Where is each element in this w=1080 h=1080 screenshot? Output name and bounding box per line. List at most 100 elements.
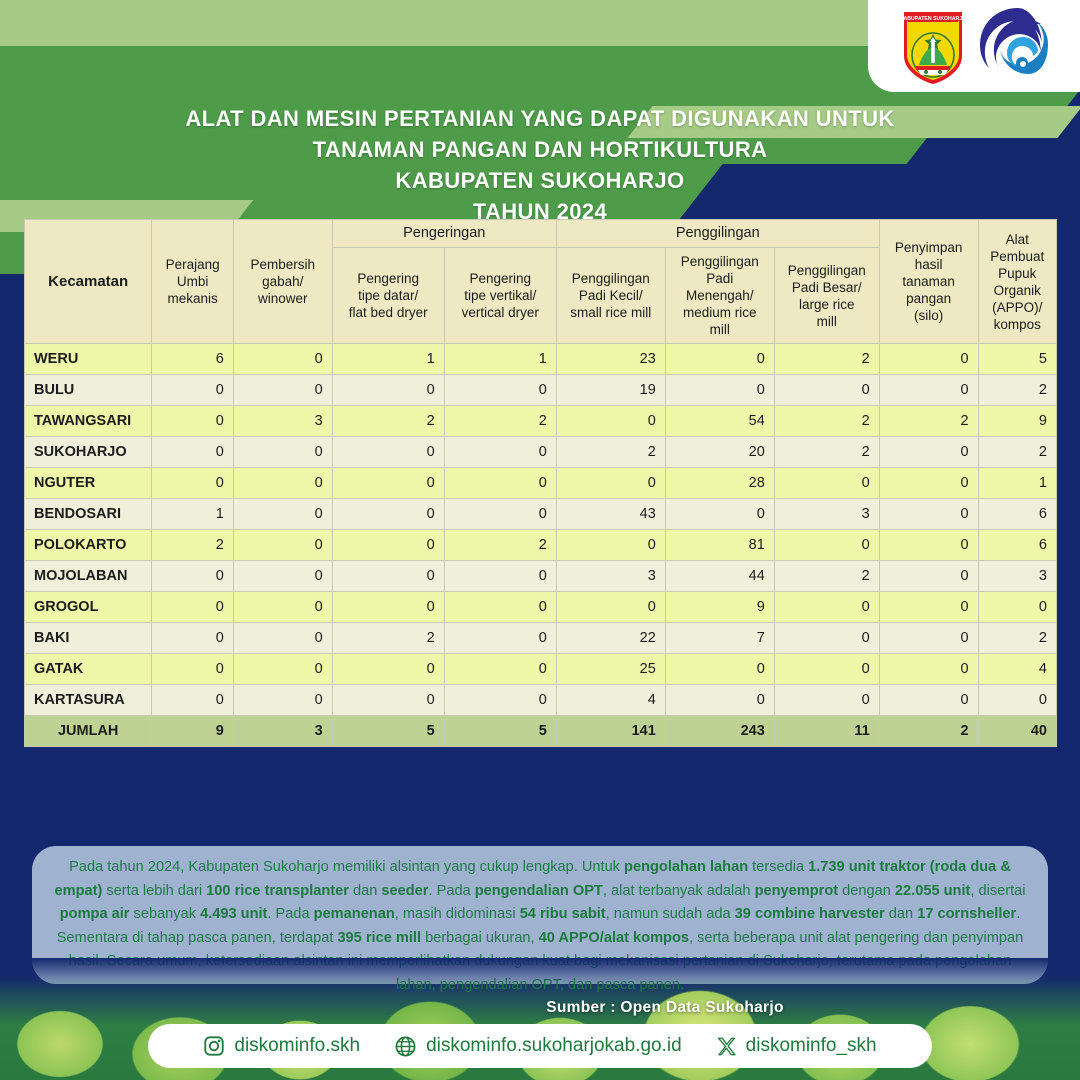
- cell-value: 0: [878, 529, 979, 561]
- narrative-text: . Pada: [267, 906, 314, 922]
- row-kecamatan-name: BAKI: [23, 622, 153, 654]
- narrative-text: , alat terbanyak adalah: [602, 882, 755, 899]
- cell-value: 2: [977, 374, 1058, 406]
- cell-value: 0: [878, 653, 979, 685]
- table-row: TAWANGSARI 0 3 2 2 0 54 2 2 9: [23, 405, 1058, 437]
- narrative-highlight: 54 ribu sabit: [519, 906, 606, 922]
- cell-value: 0: [878, 343, 979, 375]
- cell-value: 0: [878, 374, 979, 406]
- col-pembersih-line-2: gabah/: [262, 274, 304, 289]
- cell-value: 0: [232, 498, 333, 530]
- col-pg-besar-line-4: mill: [816, 313, 837, 329]
- narrative-highlight: 4.493 unit: [200, 906, 268, 922]
- cell-value: 9: [977, 405, 1058, 437]
- cell-value: 0: [555, 529, 666, 561]
- title-line-3: KABUPATEN SUKOHARJO: [395, 168, 685, 193]
- cell-value: 0: [151, 653, 234, 685]
- row-kecamatan-name: GROGOL: [23, 591, 153, 623]
- col-appo-line-3: Pupuk: [998, 265, 1037, 281]
- cell-value: 0: [664, 684, 775, 716]
- cell-value: 2: [151, 529, 234, 561]
- col-pengering-datar: Pengering tipe datar/ flat bed dryer: [331, 247, 445, 344]
- narrative-highlight: 39 combine harvester: [734, 906, 885, 922]
- table-row: POLOKARTO 2 0 0 2 0 81 0 0 6: [23, 529, 1058, 561]
- row-kecamatan-name: BENDOSARI: [23, 498, 153, 530]
- col-appo-line-1: Alat: [1005, 231, 1029, 247]
- cell-value: 0: [443, 591, 557, 623]
- cell-value: 2: [773, 436, 880, 468]
- cell-value: 0: [443, 436, 557, 468]
- narrative-text: dengan: [838, 882, 895, 899]
- cell-value: 0: [331, 591, 445, 623]
- table-row: BULU 0 0 0 0 19 0 0 0 2: [23, 374, 1058, 406]
- cell-value: 0: [977, 684, 1058, 716]
- col-perajang-umbi: Perajang Umbi mekanis: [151, 219, 234, 344]
- col-pg-menengah-line-4: medium rice: [683, 305, 757, 320]
- cell-value: 0: [443, 560, 557, 592]
- col-penggilingan-besar: Penggilingan Padi Besar/ large rice mill: [773, 247, 880, 344]
- col-perajang-line-3: mekanis: [167, 291, 218, 306]
- col-pengering-datar-line-3: flat bed dryer: [348, 305, 428, 320]
- col-kecamatan: Kecamatan: [23, 219, 153, 344]
- cell-value: 0: [773, 529, 880, 561]
- handle-instagram[interactable]: diskominfo.skh: [203, 1035, 360, 1057]
- narrative-highlight: pengolahan lahan: [624, 859, 749, 875]
- cell-value: 3: [773, 498, 880, 530]
- col-penggilingan-menengah: Penggilingan Padi Menengah/ medium rice …: [664, 247, 775, 344]
- col-penyimpan-line-2: hasil: [914, 257, 943, 272]
- col-pg-menengah-line-2: Padi: [706, 271, 734, 286]
- cell-value: 0: [151, 684, 234, 716]
- cell-value: 3: [232, 405, 333, 437]
- col-pg-kecil-line-1: Penggilingan: [571, 271, 650, 286]
- cell-value: 22: [555, 622, 666, 654]
- cell-value: 0: [664, 653, 775, 685]
- cell-value: 0: [331, 653, 445, 685]
- row-kecamatan-name: KARTASURA: [23, 684, 153, 716]
- narrative-text: dan: [348, 882, 382, 899]
- narrative-highlight: penyemprot: [754, 882, 839, 899]
- cell-value: 0: [878, 591, 979, 623]
- handle-website[interactable]: diskominfo.sukoharjokab.go.id: [394, 1035, 682, 1058]
- cell-value: 0: [151, 591, 234, 623]
- cell-value: 0: [151, 436, 234, 468]
- row-kecamatan-name: POLOKARTO: [23, 529, 153, 561]
- cell-value: 2: [773, 405, 880, 437]
- cell-value: 0: [977, 591, 1058, 623]
- source-label: Sumber : Open Data Sukoharjo: [546, 999, 784, 1016]
- title-line-2: TANAMAN PANGAN DAN HORTIKULTURA: [312, 137, 768, 162]
- narrative-highlight: seeder: [381, 882, 429, 899]
- cell-value: 0: [232, 591, 333, 623]
- header-row-subcolumns: Pengering tipe datar/ flat bed dryer Pen…: [25, 247, 1057, 344]
- handle-x-twitter[interactable]: diskominfo_skh: [716, 1035, 877, 1057]
- table-row: BENDOSARI 1 0 0 0 43 0 3 0 6: [23, 498, 1058, 530]
- cell-value: 2: [977, 436, 1058, 468]
- cell-value: 0: [232, 622, 333, 654]
- data-table-container: Kecamatan Perajang Umbi mekanis Pembersi…: [23, 219, 1058, 747]
- handle-website-label: diskominfo.sukoharjokab.go.id: [426, 1035, 682, 1056]
- cell-value: 0: [232, 343, 333, 375]
- total-cell-value: 243: [664, 715, 775, 747]
- cell-value: 44: [664, 560, 775, 592]
- cell-value: 0: [773, 653, 880, 685]
- col-pg-besar-line-2: Padi Besar/: [791, 279, 862, 295]
- cell-value: 0: [664, 498, 775, 530]
- cell-value: 0: [555, 467, 666, 499]
- logo-plate: KABUPATEN SUKOHARJO: [868, 0, 1080, 92]
- col-pembersih-gabah: Pembersih gabah/ winower: [232, 219, 333, 344]
- cell-value: 0: [331, 374, 445, 406]
- narrative-highlight: pengendalian OPT: [474, 882, 603, 899]
- cell-value: 0: [232, 467, 333, 499]
- cell-value: 0: [331, 498, 445, 530]
- col-perajang-line-1: Perajang: [165, 257, 220, 272]
- col-pg-menengah-line-5: mill: [709, 322, 730, 337]
- cell-value: 0: [773, 591, 880, 623]
- table-row: NGUTER 0 0 0 0 0 28 0 0 1: [23, 467, 1058, 499]
- cell-value: 0: [878, 467, 979, 499]
- cell-value: 0: [664, 374, 775, 406]
- plant-top-fade: [0, 958, 1080, 988]
- cell-value: 0: [878, 560, 979, 592]
- cell-value: 4: [977, 653, 1058, 685]
- narrative-text: , disertai: [970, 882, 1026, 899]
- col-pg-menengah-line-1: Penggilingan: [680, 254, 759, 269]
- narrative-text: . Pada: [428, 882, 475, 899]
